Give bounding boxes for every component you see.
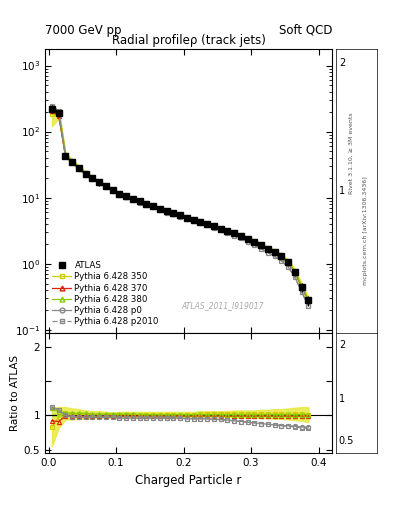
Legend: ATLAS, Pythia 6.428 350, Pythia 6.428 370, Pythia 6.428 380, Pythia 6.428 p0, Py: ATLAS, Pythia 6.428 350, Pythia 6.428 37… [50,259,162,329]
Title: Radial profileρ (track jets): Radial profileρ (track jets) [112,34,266,48]
Text: 7000 GeV pp: 7000 GeV pp [45,24,122,37]
Text: 1: 1 [339,186,345,196]
Text: mcplots.cern.ch [arXiv:1306.3436]: mcplots.cern.ch [arXiv:1306.3436] [363,176,368,285]
X-axis label: Charged Particle r: Charged Particle r [136,474,242,486]
Text: 1: 1 [339,394,345,404]
Text: ATLAS_2011_I919017: ATLAS_2011_I919017 [182,301,264,310]
Text: Rivet 3.1.10, ≥ 3M events: Rivet 3.1.10, ≥ 3M events [349,113,354,195]
Text: 0.5: 0.5 [339,436,354,446]
Text: 2: 2 [339,340,345,350]
Text: 2: 2 [339,58,345,68]
Text: Soft QCD: Soft QCD [279,24,332,37]
Y-axis label: Ratio to ATLAS: Ratio to ATLAS [10,355,20,431]
